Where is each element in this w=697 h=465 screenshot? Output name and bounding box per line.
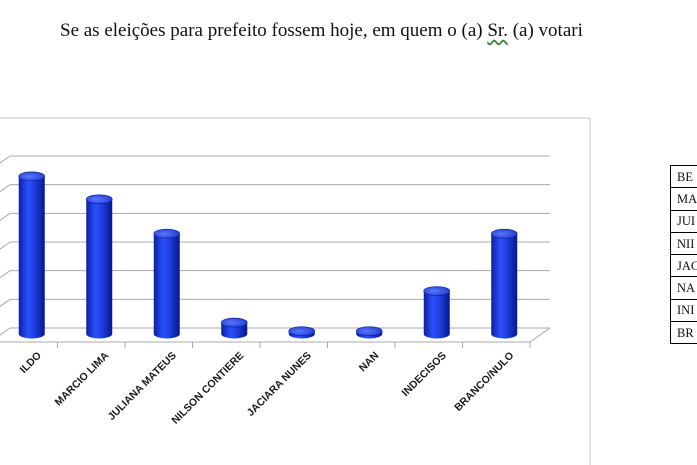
legend-row: INI [669,298,697,323]
bar-cap [423,286,451,296]
bar-cap [490,228,518,239]
question-text-start: Se as eleições para prefeito fossem hoje… [60,20,488,41]
gridline-depth [0,155,11,164]
gridline-depth [0,212,11,221]
bar-body [153,233,180,339]
legend-cell: JAC [669,254,697,278]
bar [153,228,181,339]
bar-cap [288,326,316,336]
legend-row: BE [669,164,697,189]
legend-cell: BR [669,321,697,345]
bar-cap [355,326,383,336]
bar-cap [85,194,113,205]
bar-body [491,233,518,339]
bar-cap [153,228,181,239]
bars [18,171,518,339]
bar-cap [220,317,248,328]
gridline-depth [0,241,11,250]
bar [18,171,46,339]
legend-cell: NII [669,231,697,256]
bar [288,326,316,339]
legend-cell: INI [669,298,697,323]
legend-cell: BE [669,164,697,189]
bar-cap [18,171,46,182]
bar [355,326,383,339]
legend-cell: JUI [669,209,697,233]
legend-row: BR [669,321,697,345]
gridline-depth [0,327,11,336]
question-text-end: (a) votari [507,20,583,41]
gridline-depth [0,298,11,307]
legend-row: JUI [669,209,697,233]
bar [490,228,518,339]
bar-body [18,176,45,339]
bar [85,194,113,339]
bar-body [86,199,113,339]
legend-row: MA [669,187,697,211]
survey-question: Se as eleições para prefeito fossem hoje… [60,20,583,42]
legend-table: BEMAJUINIIJACNAINIBR [669,164,697,345]
bar [220,317,248,339]
gridline-depth [0,270,11,279]
legend-cell: MA [669,187,697,211]
floor-edge [529,327,551,343]
legend-row: NII [669,231,697,256]
legend-row: JAC [669,254,697,278]
legend-cell: NA [669,276,697,300]
gridline-depth [0,184,11,193]
legend-row: NA [669,276,697,300]
bar [423,286,451,339]
question-text-sr: Sr. [487,20,508,41]
bar-body [423,291,450,339]
